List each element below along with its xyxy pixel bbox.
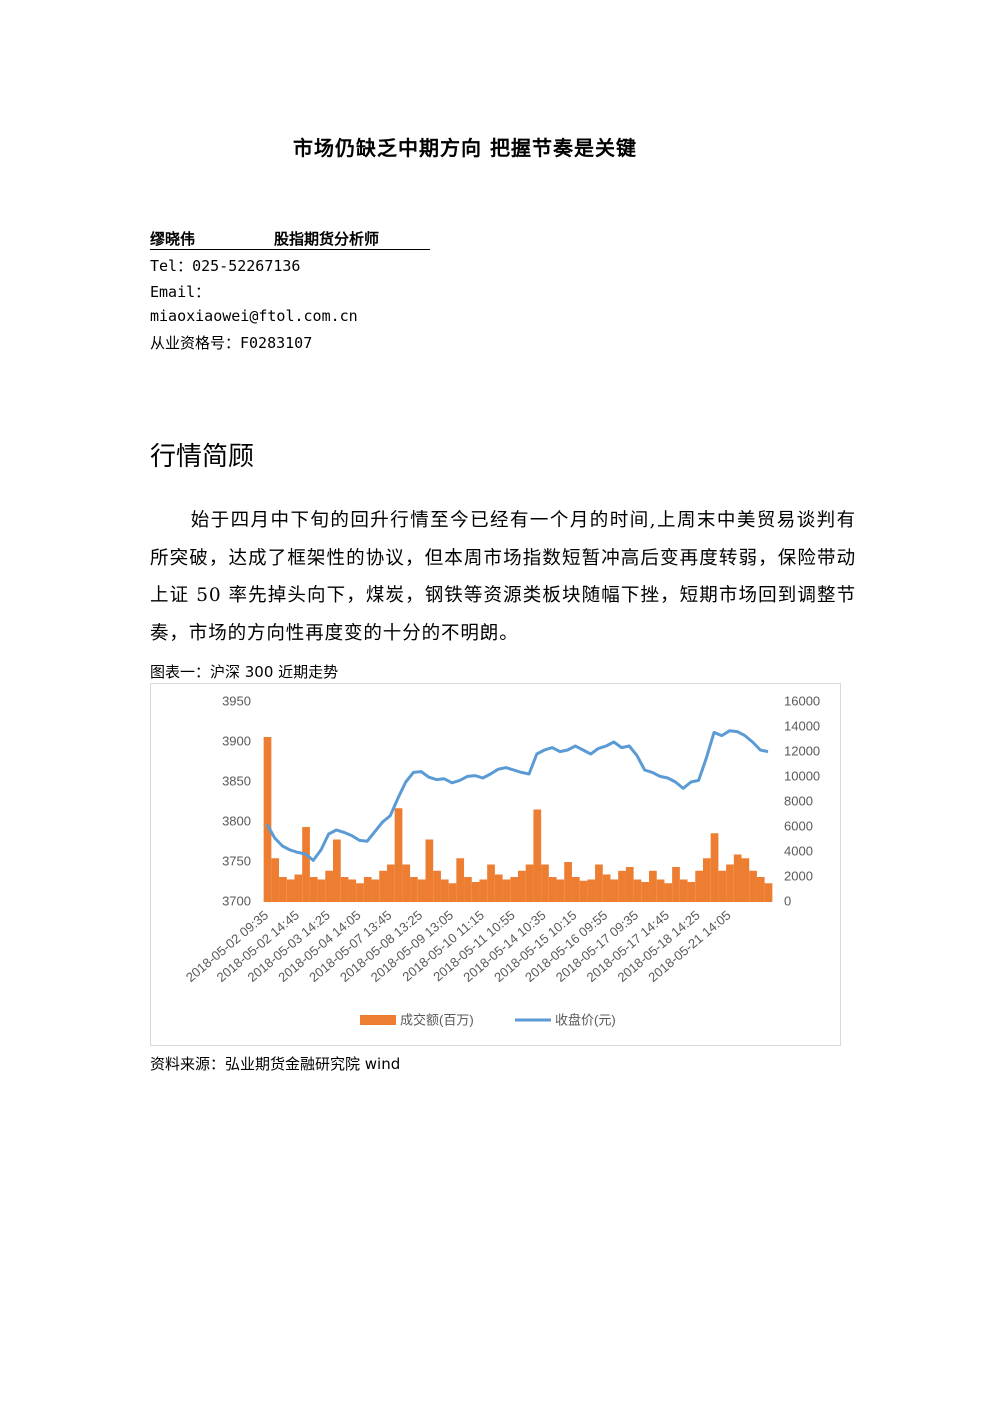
y-tick-label: 3800 (222, 813, 251, 828)
bar (726, 864, 734, 902)
author-line: 缪晓伟 股指期货分析师 (150, 228, 430, 250)
bar (302, 827, 310, 902)
bar (649, 870, 657, 902)
y2-tick-label: 16000 (784, 693, 820, 708)
bar (548, 877, 557, 902)
bar (510, 877, 518, 902)
bar (402, 864, 411, 902)
bar (271, 858, 280, 902)
bar (541, 864, 549, 902)
bar (502, 879, 511, 902)
bar (695, 870, 703, 902)
bar (741, 858, 750, 902)
y2-tick-label: 2000 (784, 868, 813, 883)
license: 从业资格号：F0283107 (150, 334, 313, 352)
bar (687, 882, 696, 902)
bar (448, 883, 457, 902)
bar (317, 879, 326, 902)
email-label: Email： (150, 283, 211, 301)
bar (625, 867, 634, 902)
author-name: 缪晓伟 (150, 230, 196, 248)
bar (525, 864, 534, 902)
section-heading: 行情简顾 (150, 442, 255, 472)
bar (410, 877, 418, 902)
bar (571, 877, 580, 902)
bar (309, 877, 318, 902)
legend-swatch (360, 1015, 396, 1025)
bar (325, 870, 334, 902)
y2-tick-label: 4000 (784, 843, 813, 858)
figure-source: 资料来源：弘业期货金融研究院 wind (150, 1055, 401, 1073)
bar (456, 858, 465, 902)
y2-tick-label: 10000 (784, 768, 820, 783)
y-tick-label: 3950 (222, 693, 251, 708)
y-tick-label: 3750 (222, 853, 251, 868)
bar (718, 870, 727, 902)
y2-tick-label: 14000 (784, 718, 820, 733)
bar (363, 877, 372, 902)
bar (656, 879, 665, 902)
bar (348, 879, 357, 902)
y2-tick-label: 6000 (784, 818, 813, 833)
bar (579, 880, 588, 902)
bar (587, 879, 596, 902)
bar (564, 862, 572, 902)
line (265, 729, 769, 862)
bar (641, 882, 650, 902)
tel: Tel：025-52267136 (150, 257, 301, 275)
bar (533, 809, 542, 902)
bar (672, 867, 680, 902)
bar (279, 877, 287, 902)
bar (356, 883, 364, 902)
figure-caption: 图表一：沪深 300 近期走势 (150, 663, 339, 681)
bar (764, 883, 773, 902)
y2-tick-label: 12000 (784, 743, 820, 758)
bar (471, 882, 480, 902)
bar (394, 808, 403, 902)
bar (417, 879, 426, 902)
y-tick-label: 3850 (222, 773, 251, 788)
bar (487, 864, 495, 902)
y-tick-label: 3700 (222, 893, 251, 908)
paragraph: 始于四月中下旬的回升行情至今已经有一个月的时间,上周末中美贸易谈判有所突破，达成… (150, 510, 856, 644)
bar (595, 864, 603, 902)
bar (286, 879, 295, 902)
bar (633, 879, 642, 902)
bar (679, 879, 688, 902)
bar (340, 877, 349, 902)
bar (371, 879, 380, 902)
bar (702, 858, 711, 902)
y2-tick-label: 0 (784, 893, 791, 908)
bar (333, 839, 341, 902)
email: miaoxiaowei@ftol.com.cn (150, 307, 358, 325)
bar (386, 864, 395, 902)
chart: 3700 3750 3800 3850 3900 3950 0 2000 4000 6000 800… (150, 683, 841, 1046)
bar (379, 870, 387, 902)
bar (425, 839, 434, 902)
bar (556, 879, 565, 902)
author-role: 股指期货分析师 (274, 230, 380, 248)
bar (494, 874, 503, 902)
bar (610, 879, 619, 902)
bar (756, 877, 765, 902)
bar (479, 879, 488, 902)
bar (518, 870, 526, 902)
bar (464, 877, 472, 902)
bar (433, 870, 441, 902)
legend-label: 成交额(百万) (400, 1012, 474, 1027)
bar (263, 737, 272, 902)
bar (618, 870, 626, 902)
doc-title: 市场仍缺乏中期方向 把握节奏是关键 (293, 136, 637, 160)
bar (710, 833, 719, 902)
y2-tick-label: 8000 (784, 793, 813, 808)
bar (294, 874, 303, 902)
bar (664, 883, 673, 902)
bar (749, 870, 757, 902)
legend-label: 收盘价(元) (555, 1012, 616, 1027)
y-tick-label: 3900 (222, 733, 251, 748)
bar (440, 879, 449, 902)
bar (733, 854, 742, 902)
bar (602, 874, 611, 902)
